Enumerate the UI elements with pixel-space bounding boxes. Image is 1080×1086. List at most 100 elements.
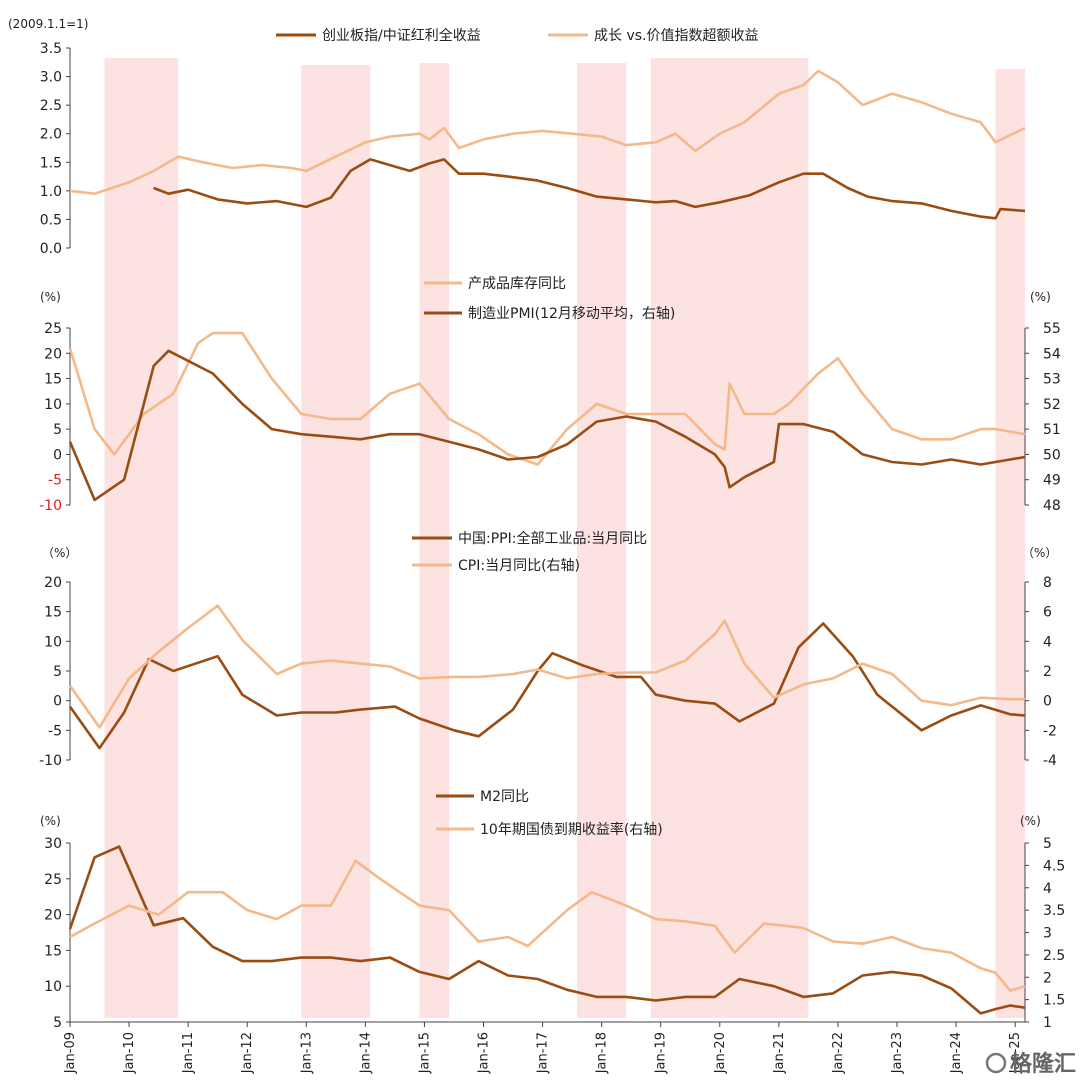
- panel-1-series: [69, 69, 1026, 220]
- panel-2-series-light-line: [68, 331, 1026, 466]
- panel-3-legend-light: CPI:当月同比(右轴): [458, 558, 580, 574]
- x-tick-label: Jan-21: [772, 1032, 787, 1074]
- panel-3-right-tick-label: 0: [1043, 694, 1052, 710]
- x-tick-label: Jan-19: [654, 1032, 669, 1074]
- panel-1-axis: 0.0 0.5 1.0 1.5 2.0 2.5 3.0 3.5: [40, 41, 71, 257]
- panel-3: （%） （%） 中国:PPI:全部工业品:当月同比 CPI:当月同比(右轴) -…: [39, 530, 1057, 769]
- panel-2-right-tick-label: 48: [1043, 498, 1061, 514]
- watermark-text: 格隆汇: [1010, 1051, 1076, 1077]
- panel-3-left-tick-label: 20: [44, 575, 62, 591]
- panel-4-right-tick-label: 2: [1043, 970, 1052, 986]
- panel-4-right-tick-label: 1: [1043, 1015, 1052, 1031]
- panel-1-left-tick-label: 0.0: [40, 241, 62, 257]
- panel-2-right-tick-label: 51: [1043, 422, 1061, 438]
- x-axis: Jan-09 Jan-10 Jan-11 Jan-12 Jan-13 Jan-14 Jan-…: [63, 1021, 1025, 1074]
- panel-1-left-unit: (2009.1.1=1): [8, 17, 89, 31]
- panel-1-left-tick-label: 2.5: [40, 98, 62, 114]
- shaded-periods: [104, 58, 1025, 1018]
- shaded-period-1: [104, 58, 179, 1018]
- panel-3-series-dark-line: [68, 622, 1026, 750]
- panel-2-left-unit: (%): [40, 290, 61, 304]
- panel-4-legend-light: 10年期国债到期收益率(右轴): [480, 821, 663, 838]
- panel-2-right-unit: (%): [1030, 290, 1051, 304]
- x-tick-label: Jan-13: [299, 1032, 314, 1074]
- panel-4-axis: 5 10 15 20 25 30 1 1.5 2 2.5 3 3.5 4 4.5 5: [44, 836, 1065, 1031]
- panel-3-left-tick-label: 15: [44, 605, 62, 621]
- shaded-period-6: [995, 69, 1025, 1018]
- panel-4-right-tick-label: 2.5: [1043, 948, 1065, 964]
- panel-3-series-light-line: [68, 604, 1025, 729]
- panel-4-legend-dark: M2同比: [480, 789, 529, 805]
- panel-2-series-dark-line: [68, 349, 1026, 502]
- panel-2-left-tick-label: -5: [48, 473, 62, 489]
- panel-4-series: [68, 845, 1026, 1015]
- panel-4-left-tick-label: 20: [44, 908, 62, 924]
- panel-2-right-tick-label: 52: [1043, 397, 1061, 413]
- panel-2-left-tick-label: 0: [53, 447, 62, 463]
- panel-3-right-tick-label: 2: [1043, 664, 1052, 680]
- panel-2-right-tick-label: 53: [1043, 372, 1061, 388]
- panel-1-series-dark-line: [153, 158, 1026, 220]
- panel-4-right-tick-label: 4.5: [1043, 858, 1065, 874]
- panel-4-series-light-line: [69, 859, 1026, 993]
- panel-3-right-tick-label: 4: [1043, 634, 1052, 650]
- x-tick-label: Jan-17: [536, 1032, 551, 1074]
- panel-1-left-tick-label: 1.5: [40, 155, 62, 171]
- panel-4-right-tick-label: 4: [1043, 881, 1052, 897]
- panel-4-right-tick-label: 1.5: [1043, 993, 1065, 1009]
- panel-4-left-tick-label: 30: [44, 836, 62, 852]
- panel-4-left-tick-label: 10: [44, 979, 62, 995]
- panel-2-series: [68, 331, 1026, 502]
- panel-3-left-tick-label: -5: [48, 723, 62, 739]
- panel-1-legend-dark: 创业板指/中证红利全收益: [322, 27, 481, 44]
- panel-1-left-tick-label: 3.0: [40, 70, 62, 86]
- panel-3-axis: -10 -5 0 5 10 15 20 -4 -2 0 2 4 6 8: [39, 575, 1057, 769]
- x-tick-label: Jan-20: [713, 1032, 728, 1074]
- panel-2-left-tick-label: 5: [53, 422, 62, 438]
- panel-3-right-tick-label: -2: [1043, 723, 1057, 739]
- panel-2-right-tick-label: 49: [1043, 473, 1061, 489]
- panel-4-left-tick-label: 5: [53, 1015, 62, 1031]
- x-tick-label: Jan-23: [890, 1032, 905, 1074]
- x-tick-label: Jan-24: [949, 1032, 964, 1074]
- shaded-period-5: [650, 58, 809, 1018]
- panel-2-right-tick-label: 50: [1043, 447, 1061, 463]
- panel-2-right-tick-label: 54: [1043, 346, 1061, 362]
- panel-1-left-tick-label: 2.0: [40, 127, 62, 143]
- panel-3-series: [68, 604, 1026, 750]
- panel-2: (%) (%) 产成品库存同比 制造业PMI(12月移动平均，右轴) -10 -5…: [39, 276, 1061, 514]
- x-tick-label: Jan-10: [122, 1032, 137, 1074]
- panel-1-left-tick-label: 0.5: [40, 212, 62, 228]
- panel-2-legend-light: 产成品库存同比: [468, 276, 566, 292]
- panel-4: (%) (%) M2同比 10年期国债到期收益率(右轴) 51015202530…: [40, 789, 1065, 1031]
- watermark-logo-icon: [985, 1052, 1007, 1074]
- panel-2-legend-dark: 制造业PMI(12月移动平均，右轴): [468, 306, 675, 322]
- panel-1-left-tick-label: 3.5: [40, 41, 62, 57]
- panel-4-left-tick-label: 15: [44, 943, 62, 959]
- panel-2-left-tick-label: 25: [44, 321, 62, 337]
- panel-3-right-tick-label: 6: [1043, 605, 1052, 621]
- panel-2-axis: -10 -5 0 5 10 15 20 25 48 49 50 51 52 53 54 55: [39, 321, 1061, 514]
- panel-3-left-tick-label: 10: [44, 634, 62, 650]
- panel-1-left-tick-label: 1.0: [40, 184, 62, 200]
- panel-2-left-tick-label: 15: [44, 372, 62, 388]
- panel-2-left-tick-label: -10: [39, 498, 62, 514]
- watermark: 格隆汇: [985, 1051, 1076, 1077]
- panel-4-left-unit: (%): [40, 814, 61, 828]
- x-tick-label: Jan-16: [477, 1032, 492, 1074]
- panel-1-legend-light: 成长 vs.价值指数超额收益: [594, 28, 758, 44]
- x-tick-label: Jan-25: [1008, 1032, 1023, 1074]
- panel-3-left-unit: （%）: [42, 546, 77, 560]
- panel-4-right-tick-label: 5: [1043, 836, 1052, 852]
- panel-4-series-dark-line: [68, 845, 1026, 1015]
- x-tick-label: Jan-09: [63, 1032, 78, 1074]
- panel-3-left-tick-label: 0: [53, 694, 62, 710]
- panel-2-right-tick-label: 55: [1043, 321, 1061, 337]
- x-tick-label: Jan-12: [240, 1032, 255, 1074]
- shaded-period-4: [577, 63, 627, 1018]
- x-tick-label: Jan-18: [595, 1032, 610, 1074]
- panel-2-left-tick-label: 20: [44, 346, 62, 362]
- panel-4-left-tick-label: 25: [44, 872, 62, 888]
- x-tick-label: Jan-15: [417, 1032, 432, 1074]
